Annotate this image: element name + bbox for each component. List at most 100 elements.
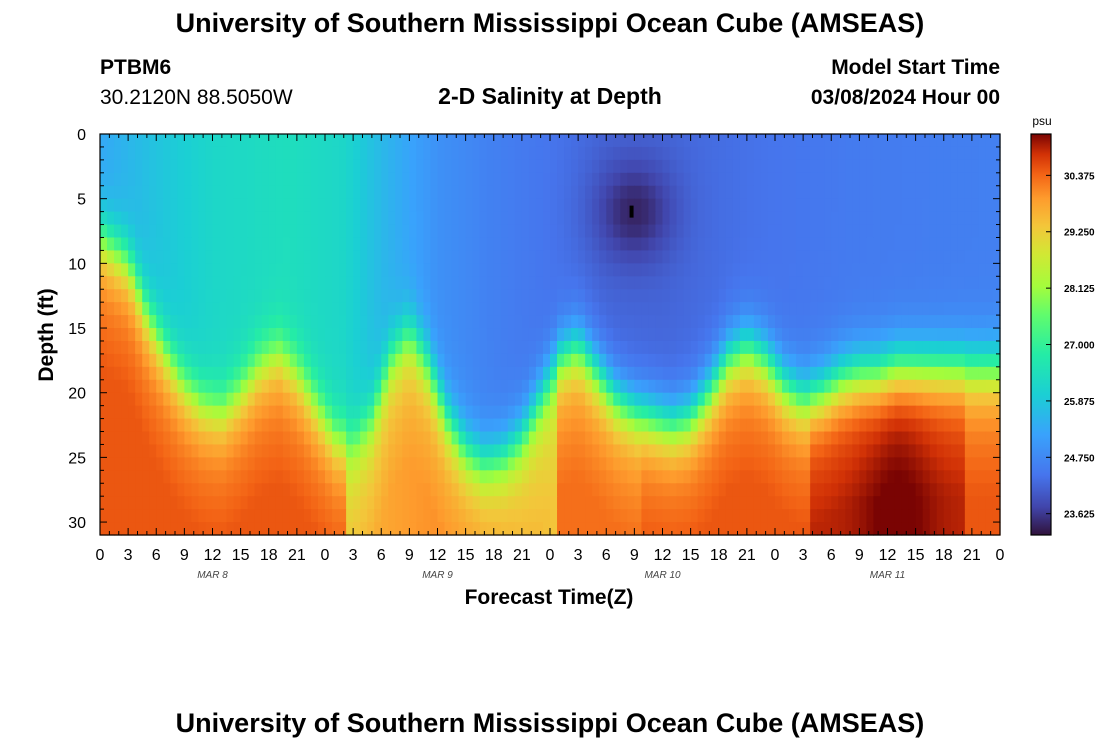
x-tick-label: 18: [710, 547, 728, 564]
heatmap-cell: [339, 509, 347, 523]
heatmap-cell: [374, 146, 382, 161]
heatmap-cell: [838, 159, 846, 174]
heatmap-cell: [627, 302, 635, 316]
heatmap-cell: [662, 185, 671, 200]
heatmap-cell: [142, 418, 150, 433]
heatmap-cell: [613, 328, 621, 342]
heatmap-cell: [233, 224, 242, 239]
heatmap-cell: [339, 315, 347, 329]
heatmap-cell: [901, 496, 910, 510]
heatmap-cell: [894, 366, 903, 381]
heatmap-cell: [542, 379, 551, 394]
heatmap-cell: [831, 211, 839, 226]
heatmap-cell: [458, 470, 467, 484]
heatmap-cell: [388, 315, 396, 329]
heatmap-cell: [599, 470, 607, 484]
heatmap-cell: [381, 198, 389, 213]
heatmap-cell: [985, 483, 994, 497]
heatmap-cell: [121, 211, 129, 226]
heatmap-cell: [859, 405, 868, 420]
heatmap-cell: [592, 159, 600, 174]
heatmap-cell: [901, 237, 910, 252]
heatmap-cell: [957, 496, 966, 510]
heatmap-cell: [585, 263, 593, 277]
heatmap-cell: [107, 522, 115, 536]
heatmap-cell: [964, 509, 973, 523]
heatmap-cell: [824, 496, 832, 510]
heatmap-cell: [128, 224, 136, 239]
heatmap-cell: [542, 224, 551, 239]
heatmap-cell: [718, 276, 727, 290]
heatmap-cell: [170, 159, 178, 174]
heatmap-cell: [184, 263, 193, 277]
heatmap-cell: [592, 250, 600, 264]
heatmap-cell: [985, 172, 994, 187]
heatmap-cell: [226, 509, 235, 523]
heatmap-cell: [268, 353, 277, 368]
heatmap-cell: [557, 405, 565, 420]
station-coordinates: 30.2120N 88.5050W: [100, 86, 293, 109]
heatmap-cell: [191, 470, 200, 484]
heatmap-cell: [796, 276, 804, 290]
heatmap-cell: [353, 211, 361, 226]
heatmap-cell: [943, 509, 952, 523]
heatmap-cell: [585, 185, 593, 200]
heatmap-cell: [156, 146, 164, 161]
heatmap-cell: [557, 237, 565, 252]
heatmap-cell: [557, 302, 565, 316]
heatmap-cell: [219, 418, 228, 433]
heatmap-cell: [557, 418, 565, 433]
heatmap-cell: [866, 379, 875, 394]
heatmap-cell: [564, 366, 572, 381]
heatmap-cell: [929, 470, 938, 484]
heatmap-cell: [704, 159, 713, 174]
heatmap-cell: [690, 522, 699, 536]
heatmap-cell: [936, 509, 945, 523]
heatmap-cell: [353, 353, 361, 368]
heatmap-cell: [732, 289, 741, 303]
heatmap-cell: [655, 444, 664, 458]
heatmap-cell: [648, 328, 657, 342]
heatmap-cell: [219, 457, 228, 471]
heatmap-cell: [585, 224, 593, 239]
heatmap-cell: [184, 470, 193, 484]
heatmap-cell: [943, 470, 952, 484]
heatmap-cell: [992, 276, 1001, 290]
heatmap-cell: [325, 496, 333, 510]
heatmap-cell: [662, 146, 671, 161]
heatmap-cell: [627, 496, 635, 510]
heatmap-cell: [711, 224, 720, 239]
heatmap-cell: [936, 289, 945, 303]
heatmap-cell: [128, 172, 136, 187]
heatmap-cell: [859, 198, 868, 213]
heatmap-cell: [409, 522, 418, 536]
heatmap-cell: [156, 340, 164, 355]
heatmap-cell: [866, 211, 875, 226]
heatmap-cell: [557, 250, 565, 264]
heatmap-cell: [782, 444, 790, 458]
colorbar-gradient: [1030, 133, 1052, 536]
heatmap-cell: [929, 172, 938, 187]
heatmap-cell: [430, 366, 439, 381]
heatmap-cell: [303, 405, 312, 420]
heatmap-cell: [725, 302, 734, 316]
heatmap-cell: [936, 379, 945, 394]
heatmap-cell: [571, 172, 579, 187]
heatmap-cell: [964, 353, 973, 368]
heatmap-cell: [374, 237, 382, 252]
heatmap-cell: [437, 276, 446, 290]
heatmap-cell: [585, 134, 593, 148]
heatmap-cell: [606, 496, 614, 510]
heatmap-cell: [135, 185, 143, 200]
heatmap-cell: [332, 483, 340, 497]
heatmap-cell: [571, 457, 579, 471]
heatmap-cell: [550, 483, 558, 497]
heatmap-cell: [458, 405, 467, 420]
heatmap-cell: [557, 444, 565, 458]
heatmap-cell: [964, 522, 973, 536]
heatmap-cell: [205, 444, 214, 458]
heatmap-cell: [753, 276, 762, 290]
heatmap-cell: [191, 418, 200, 433]
heatmap-cell: [669, 405, 678, 420]
heatmap-cell: [796, 483, 804, 497]
